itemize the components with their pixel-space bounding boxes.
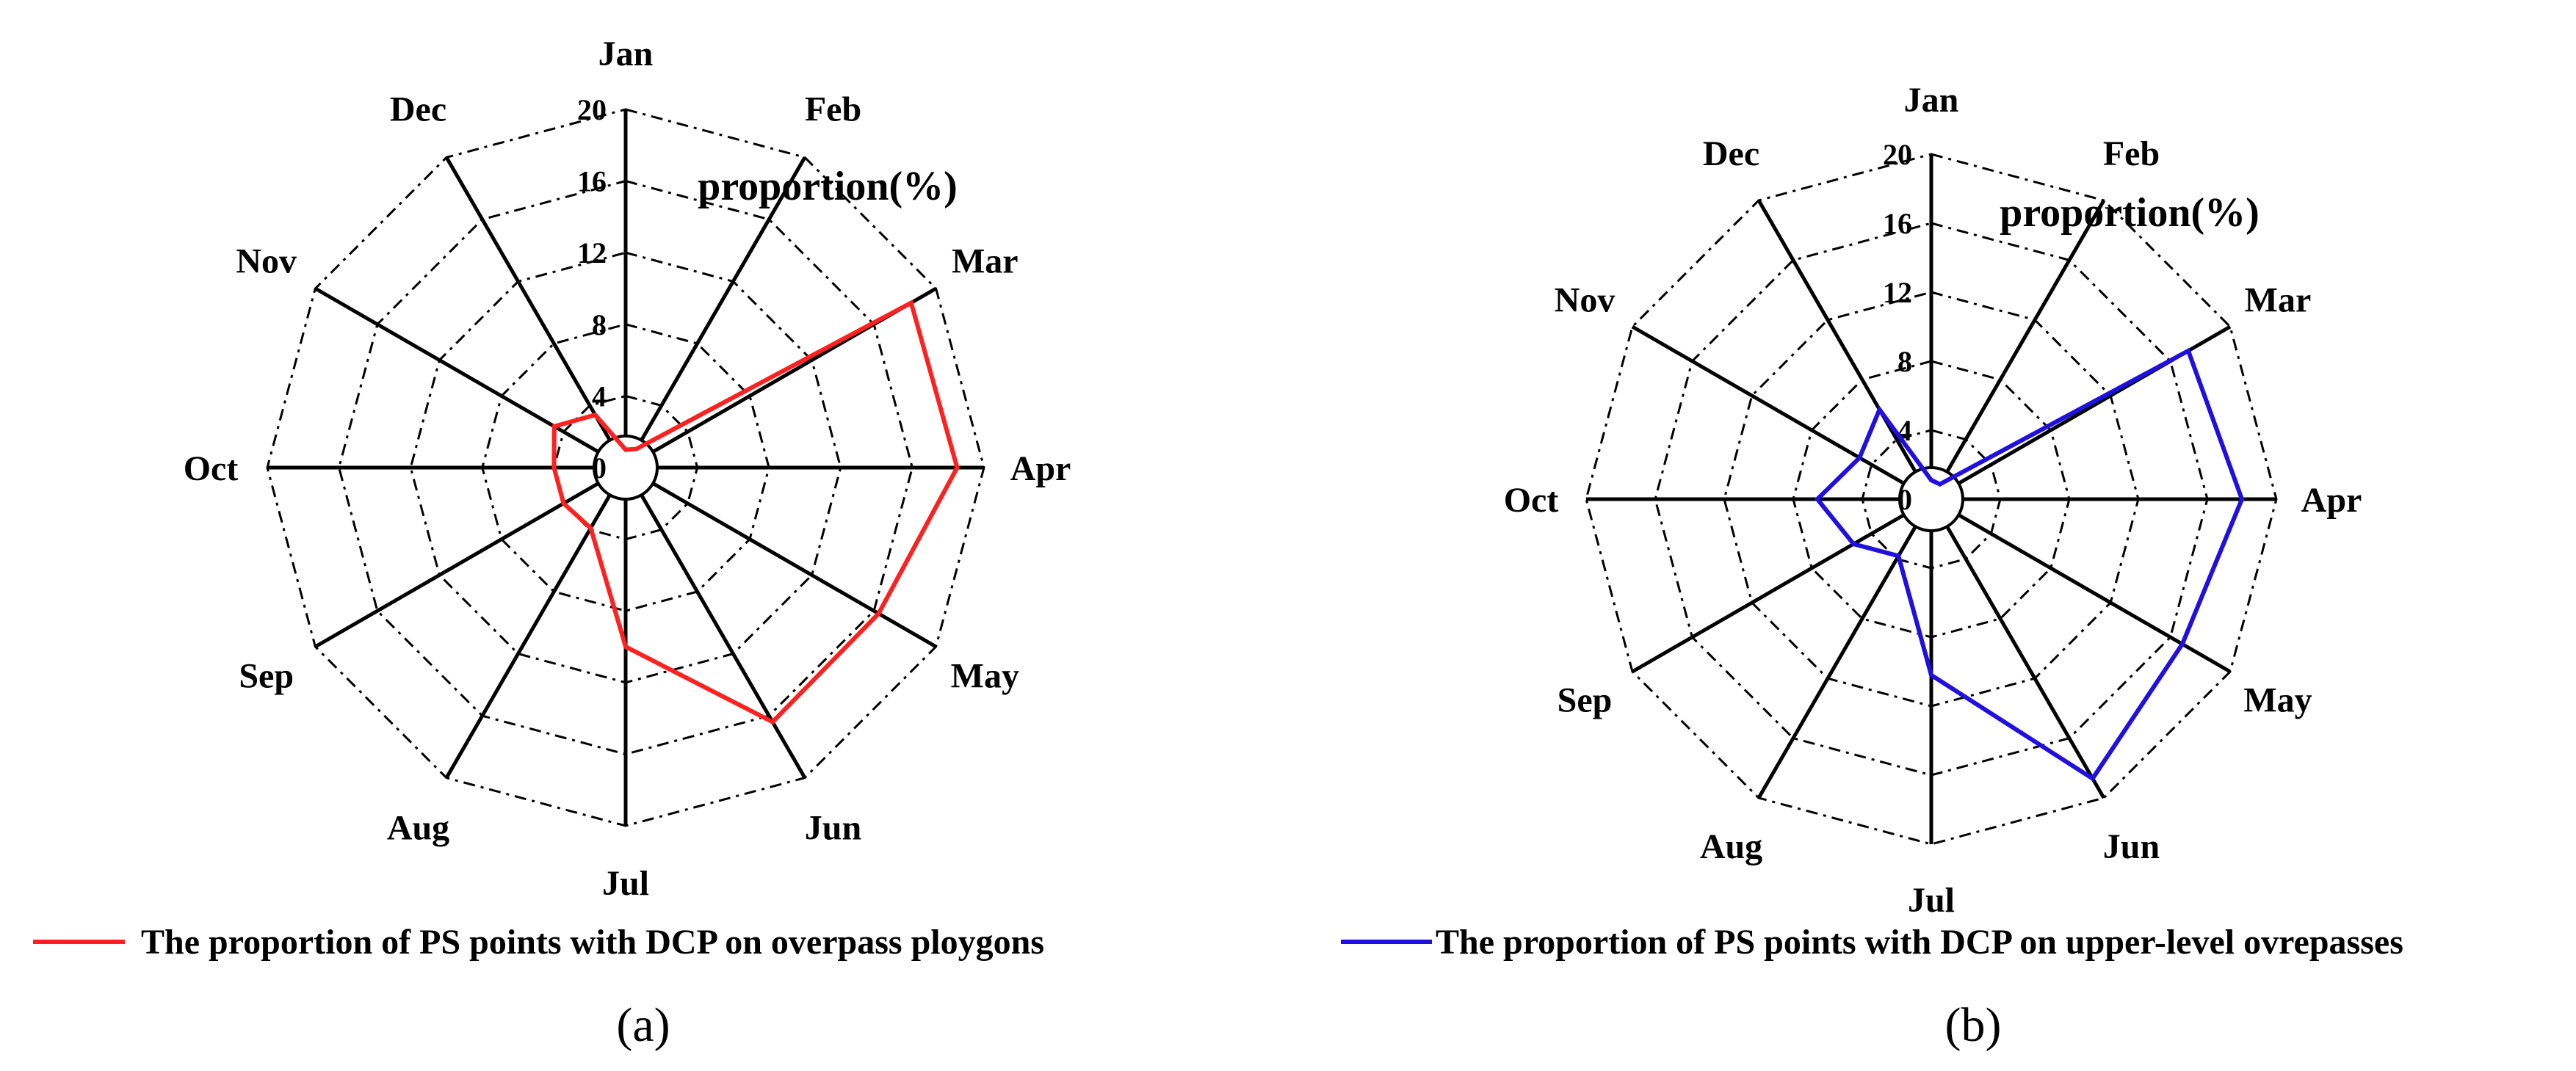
panel-label: (a)	[616, 998, 670, 1052]
radial-tick-label: 12	[577, 236, 607, 269]
series-line	[551, 299, 960, 725]
radial-tick-label: 12	[1883, 276, 1912, 309]
data-point	[623, 447, 628, 452]
radial-tick-label: 8	[592, 308, 607, 341]
spoke-axis	[1756, 199, 1917, 473]
category-label: Jan	[598, 35, 654, 73]
data-point	[1937, 482, 1942, 487]
category-label: Aug	[1700, 827, 1762, 866]
data-point	[1877, 407, 1882, 412]
radial-tick-label: 4	[592, 380, 607, 413]
data-point	[634, 446, 639, 451]
category-label: Oct	[1504, 481, 1559, 520]
radial-axis-title: proportion(%)	[698, 164, 958, 209]
spoke-axis	[1945, 525, 2106, 799]
data-point	[955, 465, 960, 470]
radar-chart-b: 048121620proportion(%)JanFebMarAprMayJun…	[1341, 81, 2403, 1052]
data-point	[908, 300, 913, 305]
data-point	[1929, 672, 1933, 678]
category-label: Aug	[387, 808, 449, 847]
data-point	[551, 465, 557, 470]
category-label: May	[2243, 681, 2312, 720]
category-label: Dec	[1703, 134, 1759, 173]
radial-tick-label: 20	[577, 93, 607, 126]
spoke-axis	[444, 156, 612, 442]
category-label: Jul	[602, 864, 649, 903]
category-label: Sep	[239, 657, 294, 696]
radial-tick-label: 16	[577, 165, 607, 198]
data-point	[1929, 478, 1933, 483]
category-label: May	[951, 657, 1019, 696]
data-point	[876, 611, 881, 616]
panel-label: (b)	[1945, 998, 2002, 1052]
spoke-axis	[1957, 513, 2232, 674]
category-label: Jan	[1904, 81, 1959, 120]
category-label: Jul	[1908, 881, 1955, 920]
category-label: Jun	[805, 808, 861, 847]
data-point	[588, 526, 593, 531]
radial-tick-label: 0	[1897, 483, 1912, 516]
data-point	[2186, 348, 2191, 353]
category-label: Nov	[1555, 281, 1616, 320]
data-point	[1857, 455, 1862, 460]
radial-tick-label: 8	[1897, 345, 1912, 378]
category-label: Feb	[805, 90, 861, 129]
radial-axis-title: proportion(%)	[2000, 190, 2260, 236]
category-label: Sep	[1557, 681, 1613, 720]
radial-tick-label: 0	[592, 451, 607, 484]
legend-label: The proportion of PS points with DCP on …	[141, 923, 1044, 962]
center-circle	[1898, 466, 1964, 532]
spoke-axis	[640, 156, 807, 442]
radar-chart-a: 0 4 8 12 16 20 proportion(%) Jan Feb Mar Apr May Jun…	[33, 35, 1071, 1052]
data-point	[1851, 542, 1856, 547]
spoke-axis	[444, 493, 612, 779]
center-circle	[593, 435, 659, 501]
category-label: Oct	[184, 449, 239, 488]
spoke-axis	[1945, 199, 2106, 473]
data-point	[2240, 497, 2244, 501]
spoke-axis	[1631, 324, 1906, 485]
spoke-axis	[1631, 513, 1906, 674]
data-point	[623, 645, 628, 649]
spoke-axis	[314, 482, 600, 649]
category-label: Nov	[236, 242, 297, 281]
data-point	[593, 413, 598, 418]
category-label: Jun	[2103, 827, 2160, 866]
data-point	[1896, 553, 1901, 559]
data-point	[770, 719, 775, 725]
radial-tick-label: 20	[1883, 138, 1912, 171]
category-label: Mar	[952, 242, 1019, 281]
data-point	[2179, 642, 2185, 647]
category-label: Mar	[2245, 281, 2312, 320]
category-label: Dec	[390, 90, 446, 129]
series-line	[1814, 347, 2245, 782]
data-point	[2090, 776, 2095, 781]
category-label: Apr	[1010, 449, 1071, 488]
data-point	[551, 424, 557, 429]
legend-label: The proportion of PS points with DCP on …	[1436, 923, 2403, 962]
spoke-axis	[314, 286, 600, 454]
spoke-axis	[640, 493, 807, 779]
category-label: Feb	[2103, 134, 2160, 173]
spoke-axis	[1756, 525, 1917, 799]
radial-tick-label: 16	[1883, 207, 1912, 240]
category-label: Apr	[2301, 481, 2362, 520]
data-point	[561, 501, 566, 506]
spoke-axis	[651, 482, 937, 649]
data-point	[1815, 497, 1820, 501]
